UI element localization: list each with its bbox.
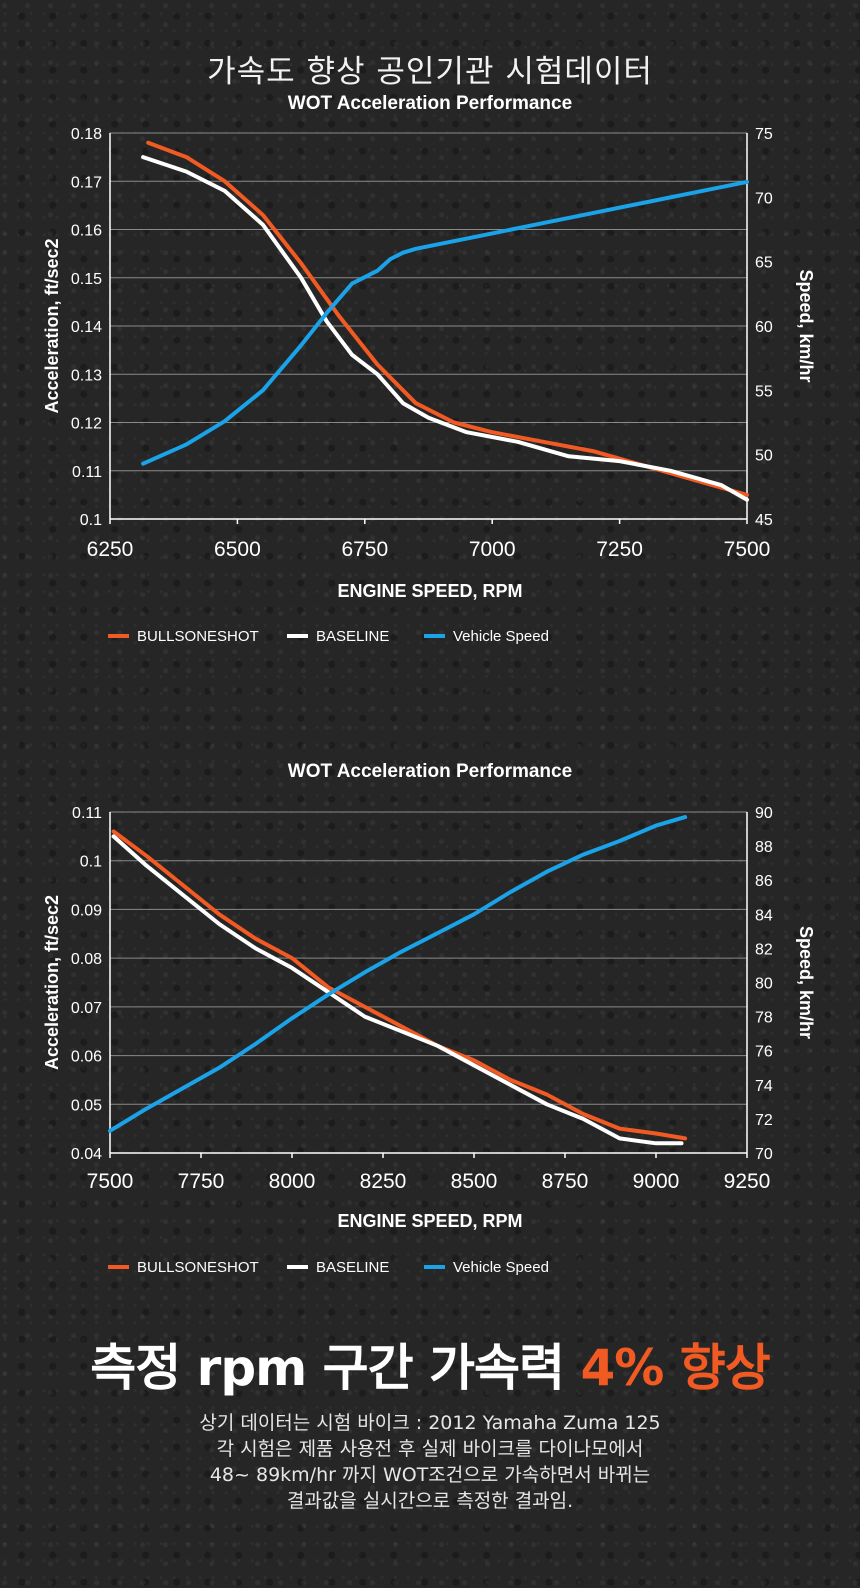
legend-label: BASELINE: [316, 1259, 389, 1276]
y2-tick-label: 80: [755, 976, 773, 993]
y2-tick-label: 70: [755, 1146, 773, 1163]
x-tick-label: 7500: [724, 538, 771, 561]
x-tick-label: 6500: [214, 538, 261, 561]
x-axis-label: ENGINE SPEED, RPM: [337, 581, 522, 601]
chart-title: WOT Acceleration Performance: [288, 761, 572, 782]
x-tick-label: 8250: [360, 1170, 407, 1193]
y2-tick-label: 55: [755, 383, 773, 400]
x-tick-label: 7000: [469, 538, 516, 561]
x-tick-label: 8500: [451, 1170, 498, 1193]
y2-tick-label: 50: [755, 448, 773, 465]
y-tick-label: 0.17: [71, 174, 102, 191]
chart-rpm-7500-9250: WOT Acceleration Performance 0.11 0.1 0.09 0…: [0, 750, 860, 1310]
chart-title: WOT Acceleration Performance: [288, 93, 572, 114]
description-line: 각 시험은 제품 사용전 후 실제 바이크를 다이나모에서: [216, 1438, 644, 1460]
x-tick-label: 6250: [87, 538, 134, 561]
y2-tick-label: 88: [755, 839, 773, 856]
y-tick-label: 0.12: [71, 416, 102, 433]
series-line-bullsoneshot: [111, 829, 688, 1141]
y-tick-label: 0.11: [72, 805, 102, 822]
y-tick-label: 0.13: [71, 367, 102, 384]
x-tick-label: 9250: [724, 1170, 771, 1193]
y-tick-label: 0.18: [71, 126, 102, 143]
y2-tick-label: 90: [755, 805, 773, 822]
y2-axis-label: Speed, km/hr: [796, 926, 816, 1039]
headline-text: 측정 rpm 구간 가속력: [90, 1339, 581, 1397]
y-tick-label: 0.04: [71, 1146, 102, 1163]
legend-label: BULLSONESHOT: [137, 628, 259, 645]
series-line-baseline: [141, 155, 749, 502]
chart-2-svg: WOT Acceleration Performance 0.11 0.1 0.09 0…: [42, 761, 816, 1276]
x-tick-label: 6750: [341, 538, 388, 561]
headline-accent: 4% 향상: [580, 1339, 770, 1397]
y2-tick-label: 60: [755, 319, 773, 336]
description: 상기 데이터는 시험 바이크 : 2012 Yamaha Zuma 125 각 …: [0, 1410, 860, 1514]
x-axis-label: ENGINE SPEED, RPM: [337, 1211, 522, 1231]
y2-tick-label: 84: [755, 907, 773, 924]
legend-label: BULLSONESHOT: [137, 1259, 259, 1276]
x-tick-label: 7250: [596, 538, 643, 561]
x-tick-label: 7750: [178, 1170, 225, 1193]
y-tick-label: 0.1: [80, 512, 102, 529]
y2-axis-label: Speed, km/hr: [796, 269, 816, 382]
y2-tick-label: 78: [755, 1010, 773, 1027]
x-tick-label: 7500: [87, 1170, 134, 1193]
y2-tick-label: 72: [755, 1112, 773, 1129]
y2-tick-label: 75: [755, 126, 773, 143]
y2-tick-label: 86: [755, 873, 773, 890]
description-line: 48~ 89km/hr 까지 WOT조건으로 가속하면서 바뀌는: [209, 1464, 651, 1486]
legend-label: Vehicle Speed: [453, 1259, 549, 1276]
description-line: 상기 데이터는 시험 바이크 : 2012 Yamaha Zuma 125: [199, 1412, 661, 1434]
series-line-vehicle-speed: [141, 179, 749, 466]
chart-1-svg: WOT Acceleration Performance0.180.170.16…: [42, 93, 816, 645]
y-tick-label: 0.16: [71, 223, 102, 240]
headline: 측정 rpm 구간 가속력 4% 향상: [0, 1328, 860, 1400]
y-axis-label: Acceleration, ft/sec2: [42, 895, 62, 1070]
x-tick-label: 9000: [633, 1170, 680, 1193]
x-tick-label: 8000: [269, 1170, 316, 1193]
x-tick-label: 8750: [542, 1170, 589, 1193]
y2-tick-label: 45: [755, 512, 773, 529]
y-tick-label: 0.05: [71, 1097, 102, 1114]
y-tick-label: 0.1: [80, 854, 102, 871]
page-title: 가속도 향상 공인기관 시험데이터: [207, 54, 653, 90]
series-line-vehicle-speed: [108, 815, 688, 1133]
y-tick-label: 0.15: [71, 271, 102, 288]
y-tick-label: 0.08: [71, 951, 102, 968]
y2-tick-label: 74: [755, 1078, 773, 1095]
legend-label: BASELINE: [316, 628, 389, 645]
y-tick-label: 0.09: [71, 902, 102, 919]
series-line-bullsoneshot: [146, 140, 749, 497]
y2-tick-label: 76: [755, 1044, 773, 1061]
y2-tick-label: 82: [755, 941, 773, 958]
description-line: 결과값을 실시간으로 측정한 결과임.: [286, 1490, 574, 1512]
y-tick-label: 0.06: [71, 1049, 102, 1066]
y-tick-label: 0.14: [71, 319, 102, 336]
series-line-baseline: [111, 834, 684, 1146]
y-tick-label: 0.07: [71, 1000, 102, 1017]
chart-rpm-6250-7500: WOT Acceleration Performance 0.18 0.17 0.16…: [0, 85, 860, 665]
y2-tick-label: 65: [755, 255, 773, 272]
y2-tick-label: 70: [755, 190, 773, 207]
y-tick-label: 0.11: [72, 464, 102, 481]
legend-label: Vehicle Speed: [453, 628, 549, 645]
y-axis-label: Acceleration, ft/sec2: [42, 238, 62, 413]
